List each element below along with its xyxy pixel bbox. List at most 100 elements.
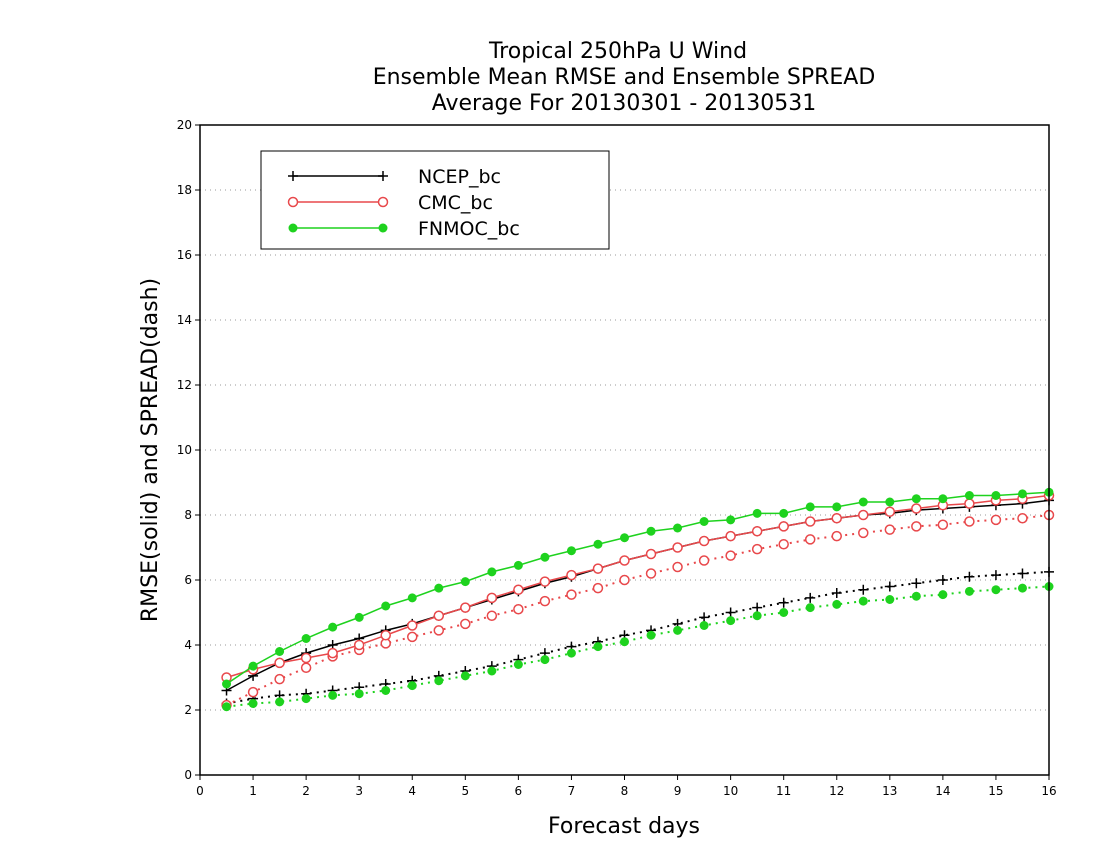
data-point [513,660,523,669]
data-point [964,571,975,582]
y-tick-label: 6 [184,573,192,587]
y-tick-label: 14 [177,313,192,327]
data-point [460,618,471,630]
data-point [726,515,736,525]
series-line-cmc-bc-spread [226,514,1050,707]
data-point [805,592,816,603]
data-point [672,561,683,573]
data-point [1017,583,1027,593]
data-point [540,655,550,665]
data-point [486,610,498,621]
series-group [221,487,1055,712]
data-point [645,548,657,560]
data-point [698,535,710,547]
legend-marker [287,196,299,208]
data-point [539,576,551,587]
data-point [1017,489,1027,499]
data-point [725,530,736,542]
data-point [831,513,842,524]
data-point [752,508,762,518]
x-tick-label: 13 [882,784,897,798]
data-point [328,622,338,632]
data-point [832,599,842,609]
data-point [407,620,418,631]
data-point [460,671,470,681]
legend-item-ncep-bc: NCEP_bc [288,166,501,188]
data-point [805,603,815,613]
x-tick-label: 12 [829,784,844,798]
data-point [645,568,657,579]
x-tick-label: 4 [408,784,416,798]
x-tick-label: 10 [723,784,738,798]
data-point [779,508,789,518]
data-point [619,574,630,586]
data-point [937,575,948,585]
data-point [620,533,629,543]
data-point [301,694,311,704]
series-ncep-bc-spread [221,566,1054,709]
legend: NCEP_bc CMC_bc FNMOC_bc [260,150,610,250]
data-point [751,543,763,555]
data-point [566,589,577,600]
legend-marker [377,196,389,208]
data-point [699,517,709,526]
y-tick-label: 0 [184,768,192,782]
data-point [487,666,497,676]
data-point [804,534,816,545]
data-point [964,516,975,527]
legend-label: FNMOC_bc [418,218,520,240]
data-point [407,631,418,643]
y-tick-label: 16 [177,248,192,262]
x-tick-label: 16 [1041,784,1056,798]
y-axis-label: RMSE(solid) and SPREAD(dash) [138,278,163,622]
data-point [673,625,683,635]
y-tick-label: 10 [177,443,192,457]
legend-marker [288,223,298,233]
x-tick-label: 0 [196,784,204,798]
x-tick-label: 8 [621,784,629,798]
data-point [884,506,896,517]
data-point [275,697,285,707]
chart-title-line-1: Tropical 250hPa U Wind [488,39,747,64]
data-point [433,610,445,621]
x-tick-label: 2 [302,784,310,798]
legend-label: NCEP_bc [418,166,501,188]
data-point [354,689,364,699]
x-tick-label: 11 [776,784,791,798]
data-point [540,552,550,562]
x-tick-label: 9 [674,784,682,798]
x-tick-label: 3 [355,784,363,798]
data-point [380,630,391,641]
data-point [300,652,312,664]
data-point [885,595,895,604]
y-tick-label: 20 [177,118,192,132]
data-point [222,702,232,712]
data-point [884,581,895,592]
legend-label: CMC_bc [418,192,493,214]
y-tick-label: 18 [177,183,192,197]
data-point [248,661,258,671]
data-point [381,601,391,611]
x-tick-label: 15 [988,784,1003,798]
data-point [884,524,896,535]
y-tick-label: 12 [177,378,192,392]
data-point [407,593,417,603]
data-point [831,588,842,598]
data-point [990,570,1001,581]
data-point [434,583,444,593]
data-point [354,612,364,622]
x-tick-label: 5 [461,784,469,798]
legend-item-fnmoc-bc: FNMOC_bc [288,218,520,240]
data-point [911,521,922,532]
data-point [460,602,471,613]
data-point [699,612,710,623]
data-point [911,503,922,514]
data-point [778,539,789,550]
data-point [725,607,736,618]
data-point [911,578,922,589]
data-point [858,527,869,539]
data-point [248,699,258,708]
series-cmc-bc-spread [221,509,1055,711]
x-tick-label: 6 [515,784,523,798]
data-point [1017,513,1028,524]
